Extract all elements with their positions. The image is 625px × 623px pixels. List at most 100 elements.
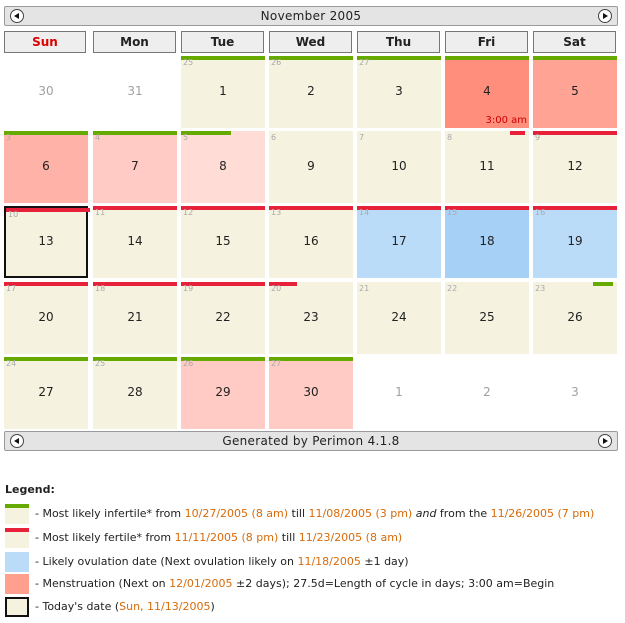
day-cell[interactable]: 4 3:00 am xyxy=(445,56,529,128)
day-cell[interactable]: 31 xyxy=(93,56,177,128)
fertility-bar xyxy=(93,206,177,210)
day-cell[interactable]: 12 15 xyxy=(181,206,265,278)
prev-month-icon[interactable] xyxy=(10,434,24,448)
cycle-day-number: 25 xyxy=(183,58,194,67)
ovulation-date: 11/18/2005 xyxy=(297,555,361,568)
fertility-bar xyxy=(533,56,617,60)
fertility-bar xyxy=(4,131,88,135)
day-cell[interactable]: 27 3 xyxy=(357,56,441,128)
day-number: 8 xyxy=(219,159,227,173)
day-number: 30 xyxy=(38,84,54,98)
legend-ovulation: - Likely ovulation date (Next ovulation … xyxy=(5,552,625,572)
fertility-bar xyxy=(4,282,88,286)
fertility-bar xyxy=(181,206,265,210)
day-cell[interactable]: 17 20 xyxy=(4,282,88,354)
day-cell[interactable]: 2 xyxy=(445,357,529,429)
day-cell[interactable]: 23 26 xyxy=(533,282,617,354)
day-number: 21 xyxy=(127,310,143,324)
day-number: 14 xyxy=(127,234,143,248)
day-cell[interactable]: 22 25 xyxy=(445,282,529,354)
day-cell[interactable]: 10 13 xyxy=(4,206,90,278)
day-cell[interactable]: 14 17 xyxy=(357,206,441,278)
prev-month-icon[interactable] xyxy=(10,9,24,23)
fertility-bar xyxy=(93,282,177,286)
weekday-mon: Mon xyxy=(93,31,176,53)
day-cell[interactable]: 3 xyxy=(533,357,617,429)
cycle-day-number: 16 xyxy=(535,208,546,217)
fertility-bar xyxy=(181,357,265,361)
day-number: 18 xyxy=(479,234,495,248)
day-cell[interactable]: 8 11 xyxy=(445,131,529,203)
day-number: 10 xyxy=(391,159,407,173)
day-cell[interactable]: 25 28 xyxy=(93,357,177,429)
day-cell[interactable]: 1 xyxy=(357,357,441,429)
cycle-day-number: 5 xyxy=(183,133,189,142)
fertility-bar xyxy=(269,206,353,210)
day-number: 3 xyxy=(571,385,579,399)
cycle-day-number: 11 xyxy=(95,208,106,217)
fertility-bar xyxy=(357,56,441,60)
day-number: 5 xyxy=(571,84,579,98)
next-menstruation-date: 12/01/2005 xyxy=(169,577,233,590)
next-month-icon[interactable] xyxy=(598,434,612,448)
footer-bar: Generated by Perimon 4.1.8 xyxy=(4,431,618,451)
cycle-day-number: 15 xyxy=(447,208,458,217)
today-date: Sun, 11/13/2005 xyxy=(119,600,211,613)
day-number: 24 xyxy=(391,310,407,324)
day-cell[interactable]: 11 14 xyxy=(93,206,177,278)
day-number: 6 xyxy=(42,159,50,173)
cycle-day-number: 12 xyxy=(183,208,194,217)
day-number: 29 xyxy=(215,385,231,399)
day-number: 1 xyxy=(395,385,403,399)
day-cell[interactable]: 15 18 xyxy=(445,206,529,278)
next-month-icon[interactable] xyxy=(598,9,612,23)
cycle-day-number: 26 xyxy=(183,359,194,368)
day-cell[interactable]: 24 27 xyxy=(4,357,88,429)
infertile-resume-date: 11/26/2005 (7 pm) xyxy=(490,507,595,520)
day-cell[interactable]: 7 10 xyxy=(357,131,441,203)
infertile-start-date: 10/27/2005 (8 am) xyxy=(184,507,289,520)
cycle-day-number: 6 xyxy=(271,133,277,142)
day-number: 30 xyxy=(303,385,319,399)
day-cell[interactable]: 27 30 xyxy=(269,357,353,429)
cycle-day-number: 24 xyxy=(6,359,17,368)
cycle-day-number: 26 xyxy=(271,58,282,67)
fertility-bar xyxy=(4,357,88,361)
cycle-day-number: 4 xyxy=(95,133,101,142)
day-cell[interactable]: 26 2 xyxy=(269,56,353,128)
day-cell[interactable]: 26 29 xyxy=(181,357,265,429)
fertility-bar xyxy=(533,206,617,210)
infertile-swatch xyxy=(5,504,29,524)
day-cell[interactable]: 21 24 xyxy=(357,282,441,354)
fertility-bar xyxy=(93,357,177,361)
day-cell[interactable]: 13 16 xyxy=(269,206,353,278)
generator-text: Generated by Perimon 4.1.8 xyxy=(222,434,400,448)
day-number: 16 xyxy=(303,234,319,248)
day-cell[interactable]: 9 12 xyxy=(533,131,617,203)
cycle-day-number: 7 xyxy=(359,133,365,142)
day-number: 17 xyxy=(391,234,407,248)
day-cell[interactable]: 25 1 xyxy=(181,56,265,128)
day-cell[interactable]: 19 22 xyxy=(181,282,265,354)
day-number: 25 xyxy=(479,310,495,324)
day-cell[interactable]: 30 xyxy=(4,56,88,128)
day-number: 13 xyxy=(38,234,54,248)
day-cell[interactable]: 16 19 xyxy=(533,206,617,278)
day-cell[interactable]: 20 23 xyxy=(269,282,353,354)
day-cell[interactable]: 5 xyxy=(533,56,617,128)
cycle-day-number: 20 xyxy=(271,284,282,293)
fertility-bar xyxy=(6,208,90,212)
day-number: 1 xyxy=(219,84,227,98)
day-number: 31 xyxy=(127,84,143,98)
day-number: 23 xyxy=(303,310,319,324)
fertility-bar xyxy=(269,56,353,60)
today-swatch xyxy=(5,597,29,617)
day-cell[interactable]: 18 21 xyxy=(93,282,177,354)
ovulation-swatch xyxy=(5,552,29,572)
day-number: 28 xyxy=(127,385,143,399)
day-number: 11 xyxy=(479,159,495,173)
